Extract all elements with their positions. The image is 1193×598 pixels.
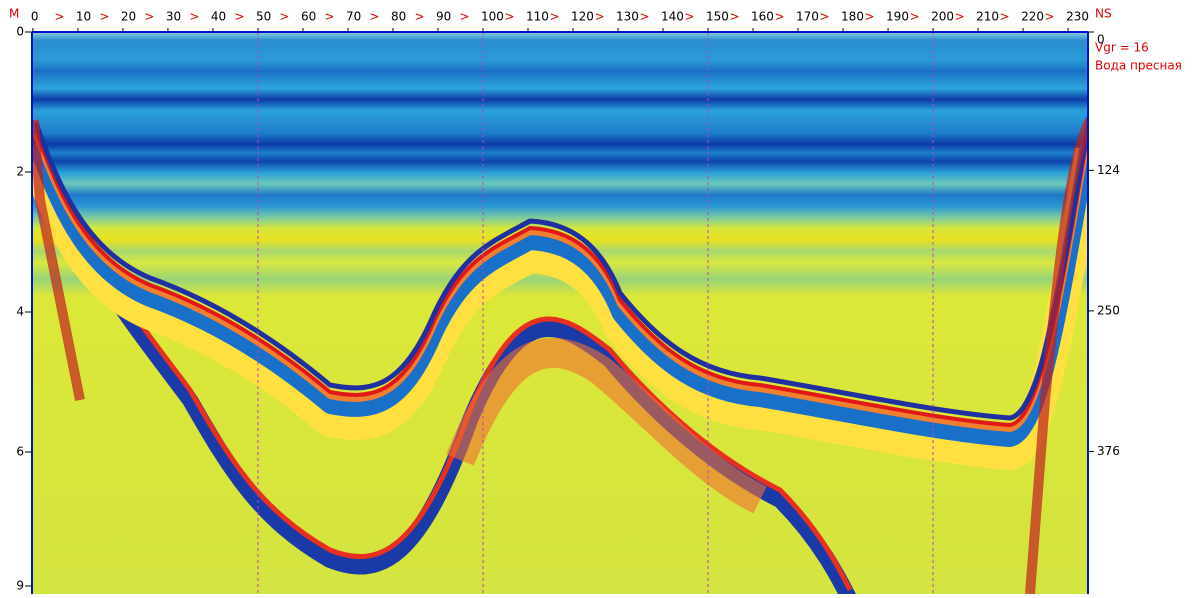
x-tick-label: 40: [211, 10, 226, 24]
x-separator: >: [144, 10, 154, 24]
x-separator: >: [324, 10, 334, 24]
x-tick-label: 60: [301, 10, 316, 24]
x-tick-label: 190: [886, 10, 909, 24]
annotation: Вода пресная: [1095, 59, 1182, 73]
x-tick-label: 20: [121, 10, 136, 24]
x-tick-label: 110: [526, 10, 549, 24]
x-tick-label: 100: [481, 10, 504, 24]
side-wall: [1025, 117, 1088, 594]
x-tick-label: 0: [31, 10, 39, 24]
x-separator: >: [820, 10, 830, 24]
x-separator: >: [504, 10, 514, 24]
x-tick-label: 140: [661, 10, 684, 24]
x-separator: >: [594, 10, 604, 24]
y2-tick-label: 0: [1097, 33, 1105, 47]
y-tick-label: 6: [16, 445, 24, 459]
x-separator: >: [369, 10, 379, 24]
reflection-band: [32, 132, 1088, 447]
x-tick-label: 130: [616, 10, 639, 24]
x-tick-label: 10: [76, 10, 91, 24]
x-separator: >: [955, 10, 965, 24]
y2-axis-label: NS: [1095, 7, 1112, 21]
x-tick-label: 180: [841, 10, 864, 24]
y-axis-label: M: [9, 7, 19, 21]
reflection-band: [446, 338, 767, 514]
x-separator: >: [684, 10, 694, 24]
x-separator: >: [99, 10, 109, 24]
y2-tick-label: 376: [1097, 444, 1120, 458]
bottom-reflection: [32, 112, 1088, 470]
x-tick-label: 220: [1021, 10, 1044, 24]
reflection-band: [34, 119, 1088, 427]
x-separator: >: [639, 10, 649, 24]
x-separator: >: [459, 10, 469, 24]
deep-reflection: [32, 139, 856, 594]
x-tick-label: 80: [391, 10, 406, 24]
x-separator: >: [865, 10, 875, 24]
x-separator: >: [414, 10, 424, 24]
x-separator: >: [1000, 10, 1010, 24]
reflection-band: [33, 112, 1088, 421]
x-tick-label: 150: [706, 10, 729, 24]
x-tick-label: 70: [346, 10, 361, 24]
x-separator: >: [1045, 10, 1055, 24]
reflection-band: [32, 147, 1088, 470]
x-tick-label: 170: [796, 10, 819, 24]
x-separator: >: [234, 10, 244, 24]
annotation: Vgr = 16: [1095, 41, 1149, 55]
x-tick-label: 30: [166, 10, 181, 24]
y-tick-label: 4: [16, 305, 24, 319]
y-tick-label: 0: [16, 25, 24, 39]
y2-tick-label: 124: [1097, 163, 1120, 177]
reflection-band: [33, 123, 1088, 432]
x-separator: >: [910, 10, 920, 24]
y-tick-label: 2: [16, 165, 24, 179]
y-tick-label: 9: [16, 579, 24, 593]
x-separator: >: [549, 10, 559, 24]
x-tick-label: 50: [256, 10, 271, 24]
x-tick-label: 230: [1066, 10, 1089, 24]
side-wall: [32, 119, 85, 401]
x-tick-label: 160: [751, 10, 774, 24]
x-tick-label: 210: [976, 10, 999, 24]
reflection-band: [37, 139, 853, 592]
reflections: [32, 112, 1088, 594]
x-separator: >: [279, 10, 289, 24]
x-tick-label: 120: [571, 10, 594, 24]
x-separator: >: [730, 10, 740, 24]
x-separator: >: [54, 10, 64, 24]
x-tick-label: 90: [436, 10, 451, 24]
x-tick-label: 200: [931, 10, 954, 24]
x-separator: >: [775, 10, 785, 24]
x-separator: >: [189, 10, 199, 24]
y2-tick-label: 250: [1097, 303, 1120, 317]
